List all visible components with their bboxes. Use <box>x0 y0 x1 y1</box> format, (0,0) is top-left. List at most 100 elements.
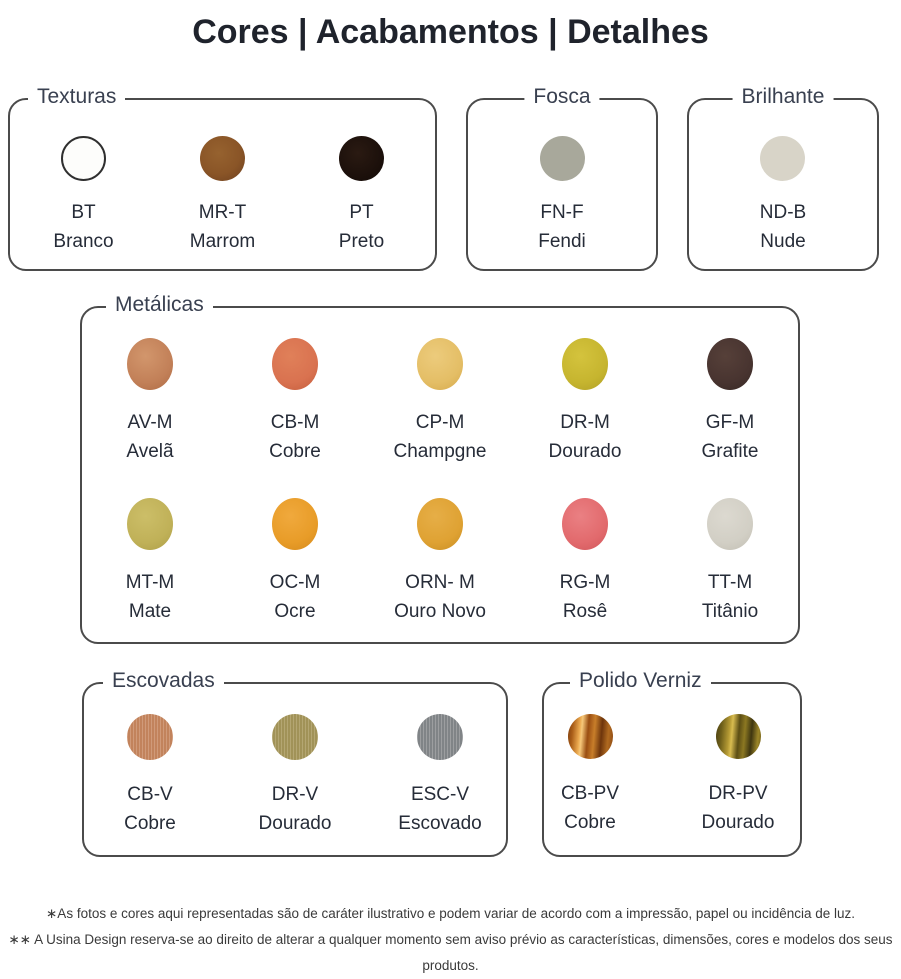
swatch-code: CB-PV <box>560 783 620 804</box>
swatch-row: MT-M Mate OC-M Ocre ORN- M Ouro Novo RG-… <box>82 466 798 626</box>
swatch-row: CB-V Cobre DR-V Dourado ESC-V Escovado <box>84 684 506 838</box>
swatch-dr-m: DR-M Dourado <box>519 338 651 466</box>
group-texturas-title: Texturas <box>28 85 126 109</box>
swatch-name: Champgne <box>393 441 487 462</box>
swatch-code: FN-F <box>540 202 584 223</box>
color-dot <box>200 136 245 181</box>
color-dot <box>127 338 173 390</box>
color-dot <box>417 498 463 550</box>
swatch-code: TT-M <box>707 572 753 593</box>
color-dot <box>272 714 318 760</box>
swatch-code: DR-PV <box>708 783 768 804</box>
group-polido-verniz-title: Polido Verniz <box>570 669 711 693</box>
swatch-name: Cobre <box>269 441 321 462</box>
swatch-row: FN-F Fendi <box>468 100 656 256</box>
color-dot <box>562 338 608 390</box>
swatch-cb-pv: CB-PV Cobre <box>544 714 636 837</box>
swatch-row: BT Branco MR-T Marrom PT Preto <box>10 100 435 256</box>
swatch-code: BT <box>71 202 96 223</box>
color-dot <box>562 498 608 550</box>
color-dot <box>417 714 463 760</box>
swatch-dr-v: DR-V Dourado <box>229 714 361 838</box>
swatch-name: Titânio <box>701 601 759 622</box>
color-dot <box>339 136 384 181</box>
footnote-1: ∗As fotos e cores aqui representadas são… <box>46 906 855 921</box>
group-brilhante-title: Brilhante <box>732 85 834 109</box>
swatch-name: Grafite <box>701 441 759 462</box>
swatch-esc-v: ESC-V Escovado <box>374 714 506 838</box>
swatch-code: DR-V <box>271 784 319 805</box>
swatch-nd-b: ND-B Nude <box>760 136 806 256</box>
group-polido-verniz: Polido Verniz CB-PV Cobre DR-PV Dourado <box>542 669 802 857</box>
swatch-name: Avelã <box>126 441 174 462</box>
group-fosca-title: Fosca <box>524 85 600 109</box>
swatch-code: DR-M <box>560 412 610 433</box>
color-dot <box>272 498 318 550</box>
swatch-pt: PT Preto <box>292 136 431 256</box>
swatch-fn-f: FN-F Fendi <box>538 136 586 256</box>
group-metalicas-title: Metálicas <box>106 293 213 317</box>
swatch-code: MT-M <box>125 572 175 593</box>
group-escovadas: Escovadas CB-V Cobre DR-V Dourado ESC-V … <box>82 669 508 857</box>
swatch-code: ND-B <box>759 202 807 223</box>
swatch-name: Mate <box>128 601 172 622</box>
swatch-name: Preto <box>338 231 385 252</box>
color-dot <box>61 136 106 181</box>
group-texturas: Texturas BT Branco MR-T Marrom PT Preto <box>8 85 437 271</box>
group-fosca: Fosca FN-F Fendi <box>466 85 658 271</box>
swatch-cb-m: CB-M Cobre <box>229 338 361 466</box>
swatch-cb-v: CB-V Cobre <box>84 714 216 838</box>
swatch-code: RG-M <box>559 572 611 593</box>
swatch-code: CP-M <box>415 412 465 433</box>
swatch-code: OC-M <box>269 572 321 593</box>
swatch-code: CB-M <box>270 412 320 433</box>
swatch-mt-m: MT-M Mate <box>84 498 216 626</box>
swatch-cp-m: CP-M Champgne <box>374 338 506 466</box>
color-dot <box>539 136 585 181</box>
color-dot <box>567 714 613 759</box>
group-escovadas-title: Escovadas <box>103 669 224 693</box>
page-title: Cores | Acabamentos | Detalhes <box>192 13 709 51</box>
swatch-name: Dourado <box>548 441 622 462</box>
swatch-name: Fendi <box>538 231 586 252</box>
group-metalicas: Metálicas AV-M Avelã CB-M Cobre CP-M Cha… <box>80 293 800 644</box>
swatch-oc-m: OC-M Ocre <box>229 498 361 626</box>
swatch-gf-m: GF-M Grafite <box>664 338 796 466</box>
swatch-code: MR-T <box>198 202 247 223</box>
swatch-row: ND-B Nude <box>689 100 877 256</box>
color-dot <box>760 136 806 181</box>
color-dot <box>707 338 753 390</box>
swatch-name: Cobre <box>564 812 616 833</box>
swatch-name: Dourado <box>701 812 775 833</box>
swatch-orn-m: ORN- M Ouro Novo <box>374 498 506 626</box>
swatch-name: Nude <box>760 231 806 252</box>
swatch-row: CB-PV Cobre DR-PV Dourado <box>544 684 800 837</box>
color-dot <box>127 498 173 550</box>
swatch-name: Dourado <box>258 813 332 834</box>
color-dot <box>707 498 753 550</box>
swatch-name: Branco <box>53 231 114 252</box>
swatch-code: PT <box>349 202 374 223</box>
swatch-code: AV-M <box>127 412 173 433</box>
swatch-name: Ouro Novo <box>394 601 486 622</box>
color-dot <box>272 338 318 390</box>
swatch-name: Ocre <box>274 601 316 622</box>
swatch-rg-m: RG-M Rosê <box>519 498 651 626</box>
color-dot <box>417 338 463 390</box>
swatch-code: ORN- M <box>405 572 475 593</box>
swatch-av-m: AV-M Avelã <box>84 338 216 466</box>
swatch-code: GF-M <box>705 412 755 433</box>
swatch-dr-pv: DR-PV Dourado <box>692 714 784 837</box>
swatch-name: Cobre <box>124 813 176 834</box>
swatch-name: Marrom <box>189 231 256 252</box>
swatch-row: AV-M Avelã CB-M Cobre CP-M Champgne DR-M… <box>82 308 798 466</box>
swatch-mr-t: MR-T Marrom <box>153 136 292 256</box>
footnotes: ∗As fotos e cores aqui representadas são… <box>0 901 901 979</box>
swatch-tt-m: TT-M Titânio <box>664 498 796 626</box>
swatch-name: Escovado <box>398 813 482 834</box>
color-dot <box>127 714 173 760</box>
color-dot <box>715 714 761 759</box>
footnote-2: ∗∗ A Usina Design reserva-se ao direito … <box>8 932 893 973</box>
swatch-code: ESC-V <box>410 784 470 805</box>
swatch-name: Rosê <box>562 601 608 622</box>
